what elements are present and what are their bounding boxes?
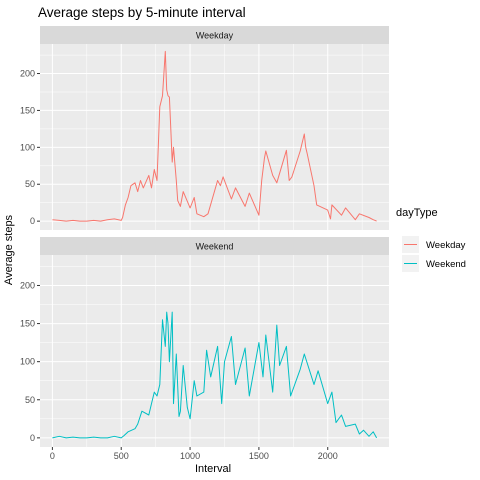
facet-strip — [40, 237, 389, 255]
y-tick-label: 200 — [20, 280, 35, 290]
panel-weekend: Weekend 0 50 100 150 200 — [20, 237, 389, 447]
y-tick-label: 50 — [25, 179, 35, 189]
x-axis-title: Interval — [195, 463, 231, 475]
y-tick-label: 200 — [20, 69, 35, 79]
facet-strip-label: Weekday — [196, 31, 234, 41]
chart-title: Average steps by 5-minute interval — [38, 5, 246, 20]
x-tick-label: 2000 — [318, 451, 338, 461]
x-tick-label: 500 — [114, 451, 129, 461]
panel-weekday: Weekday 0 50 100 150 200 — [20, 26, 389, 230]
plot-background — [40, 255, 389, 447]
x-tick-label: 1000 — [180, 451, 200, 461]
legend: dayType Weekday Weekend — [396, 207, 466, 272]
x-tick-label: 1500 — [249, 451, 269, 461]
y-tick-label: 100 — [20, 142, 35, 152]
plot-background — [40, 44, 389, 230]
y-axis-title: Average steps — [3, 214, 15, 285]
series-line-weekend — [52, 311, 378, 439]
y-tick-label: 150 — [20, 105, 35, 115]
legend-label: Weekday — [426, 240, 466, 251]
y-tick-label: 0 — [30, 433, 35, 443]
legend-title: dayType — [396, 207, 438, 219]
facet-strip-label: Weekend — [196, 242, 234, 252]
facet-strip — [40, 26, 389, 44]
x-tick-label: 0 — [50, 451, 55, 461]
series-line-weekday — [52, 50, 377, 222]
y-tick-label: 50 — [25, 395, 35, 405]
x-axis: 0 500 1000 1500 2000 — [50, 447, 338, 461]
y-tick-label: 0 — [30, 216, 35, 226]
y-tick-label: 100 — [20, 357, 35, 367]
legend-label: Weekend — [426, 259, 466, 270]
y-tick-label: 150 — [20, 319, 35, 329]
